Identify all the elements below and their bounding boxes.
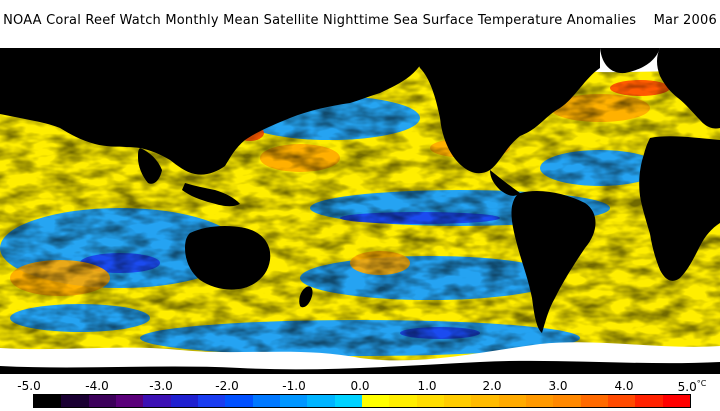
- color-swatch: [225, 395, 253, 407]
- africa: [639, 136, 720, 281]
- color-swatch: [334, 395, 362, 407]
- japan: [239, 114, 253, 140]
- tick-label: 3.0: [548, 379, 568, 393]
- india: [138, 148, 162, 184]
- color-swatch: [170, 395, 198, 407]
- central-america: [490, 170, 520, 196]
- tick-label: -2.0: [215, 379, 239, 393]
- australia: [185, 225, 271, 290]
- color-swatch: [443, 395, 472, 407]
- color-scale-bar: [33, 394, 691, 408]
- color-swatch: [389, 395, 417, 407]
- color-swatch: [525, 395, 554, 407]
- south-america: [511, 191, 596, 333]
- color-swatch: [471, 395, 499, 407]
- color-swatch: [553, 395, 581, 407]
- tick-label: 2.0: [482, 379, 502, 393]
- tick-label: -5.0: [17, 379, 41, 393]
- indonesia: [182, 183, 240, 207]
- tick-label: -1.0: [282, 379, 306, 393]
- map-title: NOAA Coral Reef Watch Monthly Mean Satel…: [3, 13, 717, 28]
- color-swatch: [279, 395, 308, 407]
- tick-label: 1.0: [417, 379, 437, 393]
- unit-label: °C: [696, 379, 707, 388]
- color-swatch: [416, 395, 444, 407]
- color-swatch: [197, 395, 226, 407]
- new-zealand: [299, 286, 313, 308]
- color-swatch: [498, 395, 526, 407]
- tick-label: 4.0: [614, 379, 634, 393]
- greenland: [600, 48, 660, 74]
- antarctica: [0, 360, 720, 374]
- color-swatch: [88, 395, 116, 407]
- eurasia: [0, 48, 430, 175]
- color-swatch: [635, 395, 663, 407]
- sst-anomaly-map: [0, 48, 720, 374]
- legend-ticks: -5.0 -4.0 -3.0 -2.0 -1.0 0.0 1.0 2.0 3.0…: [0, 379, 720, 394]
- land-masses: [0, 48, 720, 374]
- north-america: [418, 48, 600, 174]
- color-swatch: [115, 395, 144, 407]
- color-swatch: [143, 395, 171, 407]
- color-swatch: [61, 395, 89, 407]
- color-swatch: [662, 395, 690, 407]
- color-swatch: [252, 395, 280, 407]
- color-swatch: [361, 395, 390, 407]
- color-swatch: [307, 395, 335, 407]
- color-swatch: [34, 395, 62, 407]
- color-swatch: [580, 395, 608, 407]
- color-swatch: [607, 395, 636, 407]
- tick-label-max: 5.0°C: [677, 379, 707, 394]
- tick-label: 0.0: [350, 379, 370, 393]
- tick-label: -4.0: [85, 379, 109, 393]
- tick-label: -3.0: [149, 379, 173, 393]
- europe: [657, 48, 720, 129]
